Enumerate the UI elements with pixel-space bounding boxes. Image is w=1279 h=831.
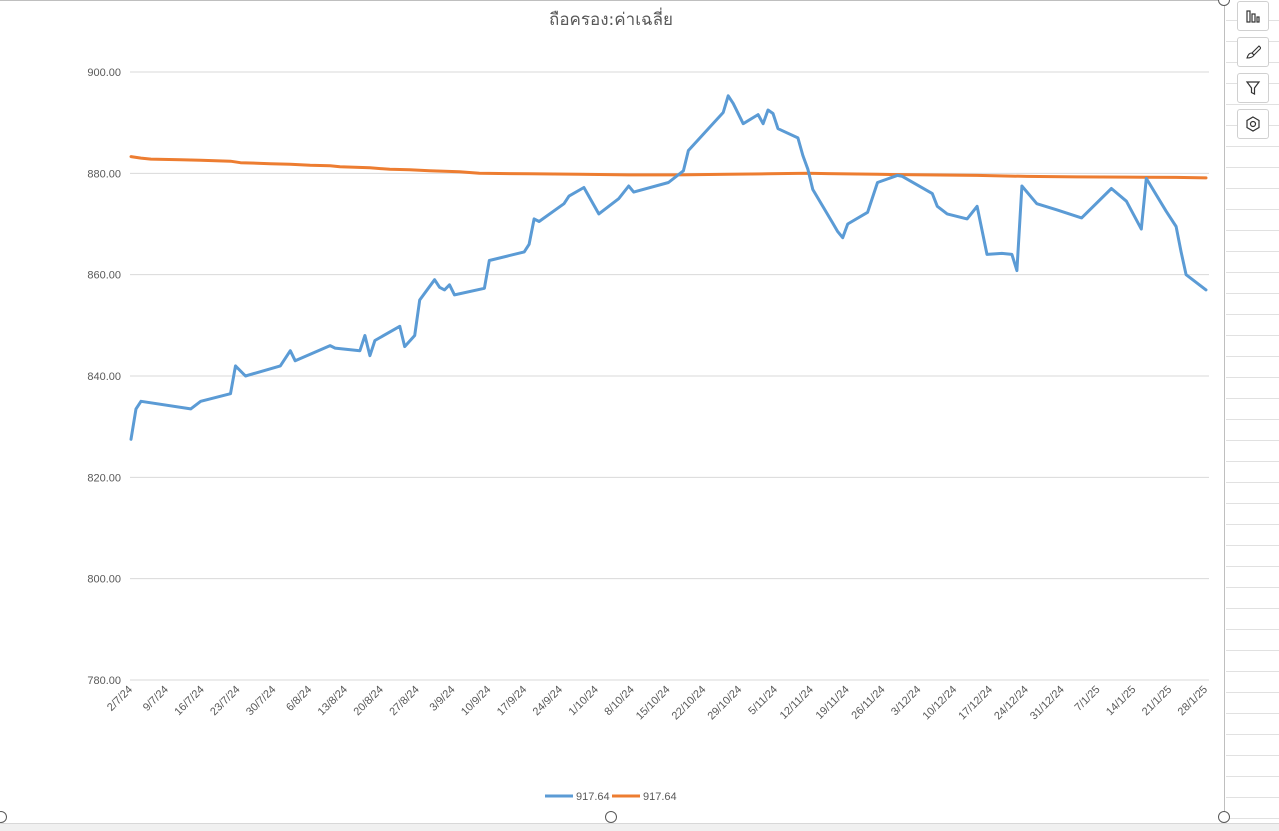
x-tick-label: 9/7/24 — [141, 684, 171, 714]
chart-elements-button[interactable] — [1237, 1, 1269, 31]
resize-handle-bottom-center[interactable] — [605, 811, 617, 823]
chart-elements-icon — [1246, 10, 1260, 23]
chart-styles-button[interactable] — [1237, 37, 1269, 67]
x-tick-label: 10/9/24 — [459, 684, 493, 718]
x-tick-label: 24/9/24 — [531, 684, 565, 718]
x-tick-label: 19/11/24 — [814, 684, 852, 722]
series-line — [129, 155, 1208, 180]
x-tick-label: 20/8/24 — [352, 684, 386, 718]
series-line — [129, 94, 1208, 441]
x-tick-label: 23/7/24 — [208, 684, 242, 718]
x-tick-label: 16/7/24 — [172, 684, 206, 718]
x-tick-label: 12/11/24 — [778, 684, 816, 722]
x-tick-label: 28/1/25 — [1176, 684, 1210, 718]
x-tick-label: 30/7/24 — [244, 684, 278, 718]
x-tick-label: 17/12/24 — [956, 684, 995, 723]
settings-button[interactable] — [1237, 109, 1269, 139]
y-axis-ticks: 780.00 800.00 820.00 840.00 860.00 880.00 900.… — [87, 67, 121, 687]
grid-layer — [130, 71, 1209, 681]
x-tick-label: 5/11/24 — [746, 684, 780, 718]
x-axis-ticks: 2/7/24 9/7/24 16/7/24 23/7/24 30/7/24 6/8/24 1… — [105, 684, 1210, 723]
x-tick-label: 14/1/25 — [1104, 684, 1138, 718]
x-tick-label: 6/8/24 — [284, 684, 314, 714]
x-tick-label: 26/11/24 — [849, 684, 887, 722]
x-tick-label: 3/12/24 — [889, 684, 923, 718]
settings-icon — [1246, 116, 1260, 132]
series-layer — [129, 94, 1208, 441]
legend: 917.64 917.64 — [545, 791, 677, 803]
chart-filters-button[interactable] — [1237, 73, 1269, 103]
x-tick-label: 2/7/24 — [105, 684, 135, 714]
chart-svg: ถือครอง:ค่าเฉลี่ย 780.00 800.00 820.00 840.… — [87, 7, 1210, 803]
chart-styles-icon — [1246, 45, 1261, 59]
y-tick-label: 900.00 — [87, 67, 121, 79]
x-tick-label: 3/9/24 — [428, 684, 458, 714]
x-tick-label: 24/12/24 — [992, 684, 1031, 723]
y-tick-label: 780.00 — [87, 675, 121, 687]
x-tick-label: 22/10/24 — [670, 684, 709, 723]
y-tick-label: 800.00 — [87, 574, 121, 586]
x-tick-label: 13/8/24 — [316, 684, 350, 718]
x-tick-label: 17/9/24 — [495, 684, 529, 718]
x-tick-label: 31/12/24 — [1028, 684, 1067, 723]
x-tick-label: 7/1/25 — [1073, 684, 1103, 714]
x-tick-label: 21/1/25 — [1140, 684, 1174, 718]
legend-label: 917.64 — [576, 791, 610, 803]
y-tick-label: 880.00 — [87, 168, 121, 180]
chart-frame-right — [1224, 0, 1225, 818]
y-tick-label: 860.00 — [87, 270, 121, 282]
y-tick-label: 840.00 — [87, 371, 121, 383]
chart-title: ถือครอง:ค่าเฉลี่ย — [549, 7, 673, 30]
chart-frame-top — [0, 0, 1225, 1]
x-tick-label: 29/10/24 — [706, 684, 745, 723]
chart-area[interactable]: ถือครอง:ค่าเฉลี่ย 780.00 800.00 820.00 840.… — [0, 0, 1225, 818]
sheet-tab-bar — [0, 823, 1279, 831]
resize-handle-bottom-left[interactable] — [0, 811, 7, 823]
x-tick-label: 10/12/24 — [921, 684, 960, 723]
resize-handle-bottom-right[interactable] — [1218, 811, 1230, 823]
legend-label: 917.64 — [643, 791, 677, 803]
x-tick-label: 8/10/24 — [602, 684, 636, 718]
chart-filters-icon — [1245, 81, 1261, 95]
x-tick-label: 15/10/24 — [634, 684, 673, 723]
y-tick-label: 820.00 — [87, 472, 121, 484]
x-tick-label: 27/8/24 — [387, 684, 421, 718]
x-tick-label: 1/10/24 — [567, 684, 601, 718]
